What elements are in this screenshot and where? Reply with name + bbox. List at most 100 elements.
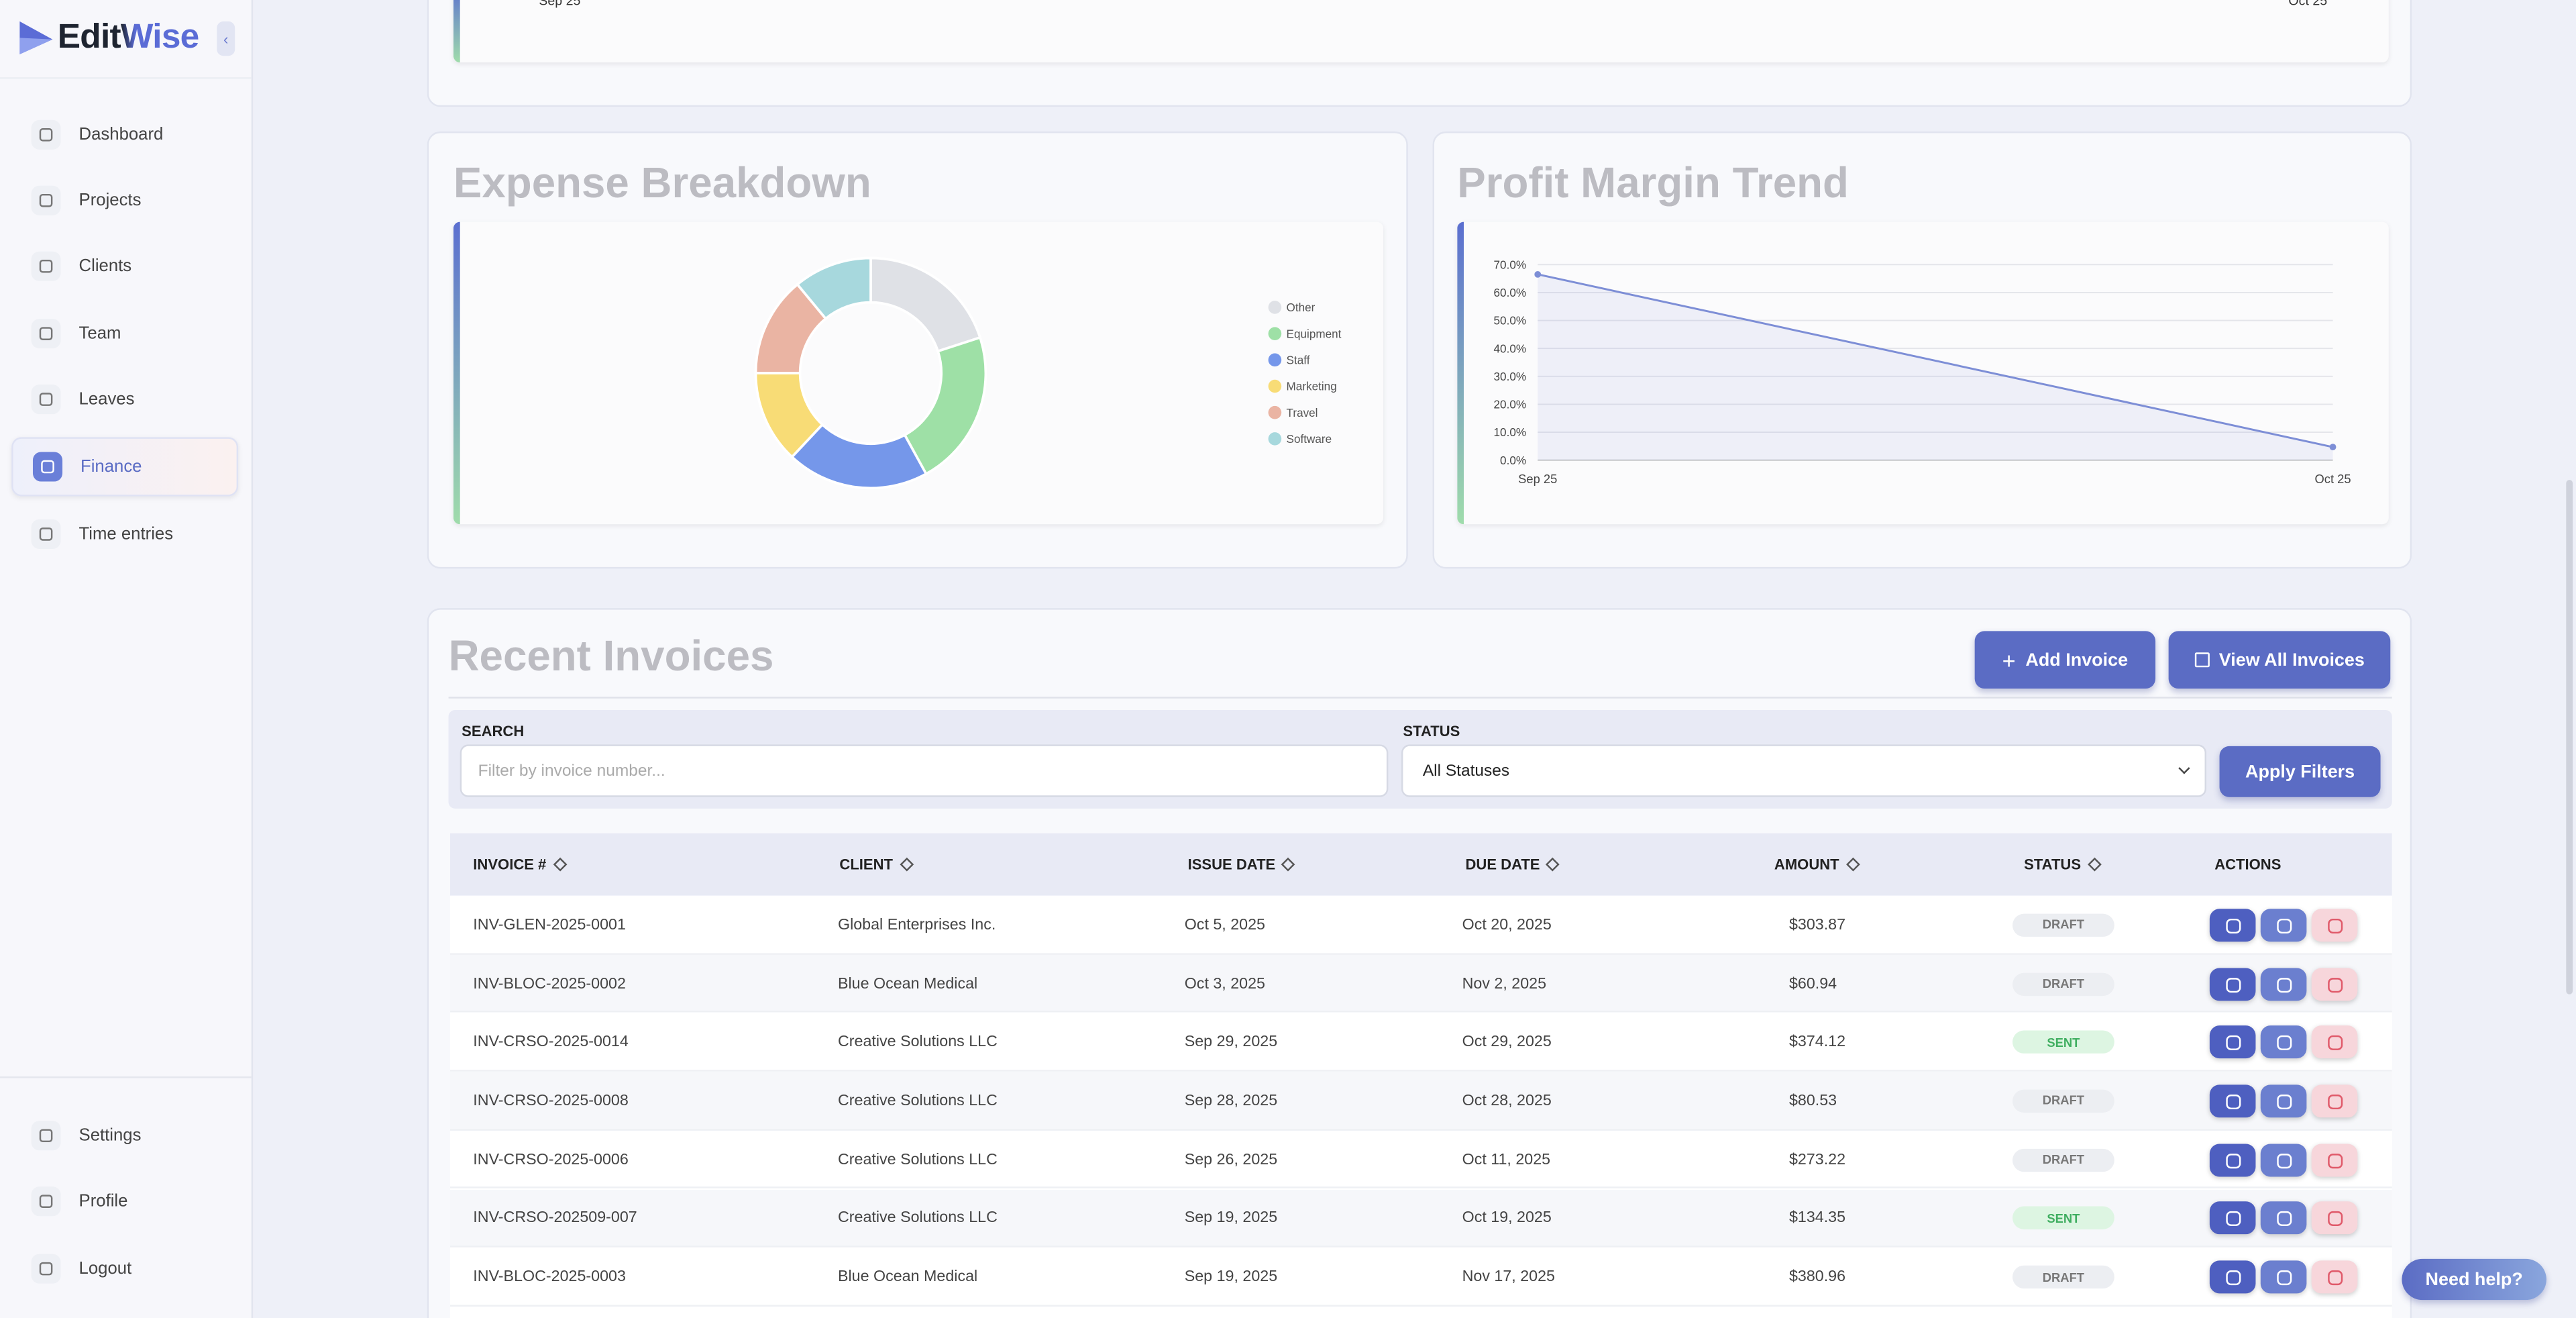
column-header[interactable]: CLIENT	[839, 856, 914, 873]
x-tick-label: Oct 25	[2288, 0, 2328, 9]
y-tick-label: 70.0%	[1494, 258, 1527, 271]
revenue-chart: Sep 25 Oct 25	[453, 0, 2389, 63]
header-label: CLIENT	[839, 856, 894, 873]
table-cell: INV-GLEN-2025-0001	[473, 915, 626, 934]
delete-button[interactable]	[2311, 1084, 2358, 1118]
legend-label: Marketing	[1287, 380, 1337, 393]
chart-title: Expense Breakdown	[453, 158, 871, 207]
nav-item[interactable]: Time entries	[11, 505, 238, 564]
table-cell: $134.35	[1788, 1209, 1846, 1227]
invoices-card: Recent Invoices + Add Invoice View All In…	[427, 608, 2412, 1318]
table-cell: Oct 3, 2025	[1184, 974, 1266, 993]
table-cell: Creative Solutions LLC	[837, 1092, 998, 1111]
table-cell: INV-CRSO-2025-0008	[473, 1092, 629, 1111]
status-badge: DRAFT	[2012, 972, 2114, 995]
edit-button[interactable]	[2260, 967, 2307, 1001]
nav-icon	[31, 319, 61, 349]
nav-item[interactable]: Dashboard	[11, 105, 238, 164]
view-button[interactable]	[2209, 908, 2256, 942]
select-value: All Statuses	[1422, 762, 1510, 780]
nav-label: Finance	[80, 456, 142, 477]
nav-item[interactable]: Clients	[11, 237, 238, 296]
nav-icon	[31, 1186, 61, 1217]
table-cell: INV-CRSO-2025-0014	[473, 1033, 629, 1052]
divider	[0, 77, 252, 79]
apply-filters-button[interactable]: Apply Filters	[2219, 746, 2381, 797]
filter-label: SEARCH	[462, 723, 525, 740]
legend-swatch	[1268, 405, 1282, 419]
sort-icon	[2087, 857, 2102, 872]
y-tick-label: 50.0%	[1494, 314, 1527, 327]
legend-label: Software	[1287, 432, 1332, 446]
nav-label: Dashboard	[78, 125, 164, 145]
nav-item[interactable]: Settings	[11, 1106, 238, 1165]
table-cell: $60.94	[1788, 974, 1837, 993]
table-cell: Sep 19, 2025	[1184, 1268, 1278, 1286]
column-header: ACTIONS	[2214, 856, 2281, 872]
nav-icon	[31, 1254, 61, 1284]
edit-button[interactable]	[2260, 1025, 2307, 1059]
view-button[interactable]	[2209, 1201, 2256, 1235]
sort-icon	[1845, 857, 1860, 872]
nav-item[interactable]: Team	[11, 304, 238, 363]
legend-swatch	[1268, 379, 1282, 393]
delete-button[interactable]	[2311, 1201, 2358, 1235]
view-all-button[interactable]: View All Invoices	[2168, 631, 2391, 689]
column-header[interactable]: AMOUNT	[1774, 856, 1860, 872]
view-button[interactable]	[2209, 1260, 2256, 1294]
column-header[interactable]: DUE DATE	[1465, 856, 1560, 873]
area	[1538, 274, 2333, 460]
expense-card: Expense Breakdown Other Equipment Staff Mar…	[427, 131, 1408, 569]
divider	[448, 697, 2392, 699]
table-cell: Nov 2, 2025	[1462, 974, 1547, 993]
edit-button[interactable]	[2260, 1201, 2307, 1235]
table-header	[450, 833, 2392, 896]
nav-item[interactable]: Logout	[11, 1239, 238, 1299]
button-label: Need help?	[2425, 1269, 2523, 1290]
view-button[interactable]	[2209, 1025, 2256, 1059]
delete-button[interactable]	[2311, 1260, 2358, 1294]
table-cell: Global Enterprises Inc.	[837, 915, 996, 934]
nav-icon	[31, 185, 61, 215]
edit-button[interactable]	[2260, 1260, 2307, 1294]
table-cell: Oct 5, 2025	[1184, 915, 1266, 934]
nav-item[interactable]: Finance	[11, 437, 239, 497]
edit-button[interactable]	[2260, 1084, 2307, 1118]
header-label: STATUS	[2024, 856, 2082, 873]
y-tick-label: 40.0%	[1494, 342, 1527, 355]
delete-button[interactable]	[2311, 1025, 2358, 1059]
add-invoice-button[interactable]: + Add Invoice	[1974, 631, 2156, 689]
nav-label: Time entries	[78, 524, 174, 544]
nav-icon	[31, 251, 61, 281]
view-button[interactable]	[2209, 1084, 2256, 1118]
sort-icon	[1546, 857, 1560, 872]
pie-slice	[903, 336, 987, 476]
column-header[interactable]: INVOICE #	[473, 856, 567, 873]
edit-button[interactable]	[2260, 908, 2307, 942]
edit-button[interactable]	[2260, 1143, 2307, 1176]
delete-button[interactable]	[2311, 967, 2358, 1001]
header-label: INVOICE #	[473, 856, 547, 873]
delete-button[interactable]	[2311, 1143, 2358, 1176]
table-cell: Oct 19, 2025	[1462, 1209, 1552, 1227]
x-tick-label: Sep 25	[1518, 472, 1557, 486]
nav-item[interactable]: Projects	[11, 171, 238, 230]
help-button[interactable]: Need help?	[2402, 1258, 2546, 1301]
status-badge: DRAFT	[2012, 913, 2114, 937]
column-header[interactable]: ISSUE DATE	[1188, 856, 1296, 872]
status-badge: DRAFT	[2012, 1089, 2114, 1113]
delete-button[interactable]	[2311, 908, 2358, 942]
search-input[interactable]: Filter by invoice number...	[460, 744, 1389, 797]
nav-item[interactable]: Leaves	[11, 370, 238, 429]
view-button[interactable]	[2209, 1143, 2256, 1176]
x-tick-label: Sep 25	[539, 0, 581, 9]
nav-icon	[31, 119, 61, 150]
column-header[interactable]: STATUS	[2024, 856, 2102, 873]
table-cell: Blue Ocean Medical	[837, 1268, 978, 1286]
nav-item[interactable]: Profile	[11, 1172, 238, 1231]
x-tick-label: Oct 25	[2315, 472, 2351, 486]
collapse-button[interactable]: ‹	[217, 21, 235, 56]
view-button[interactable]	[2209, 967, 2256, 1001]
header-label: DUE DATE	[1465, 856, 1540, 873]
status-select[interactable]: All Statuses	[1401, 744, 2206, 797]
